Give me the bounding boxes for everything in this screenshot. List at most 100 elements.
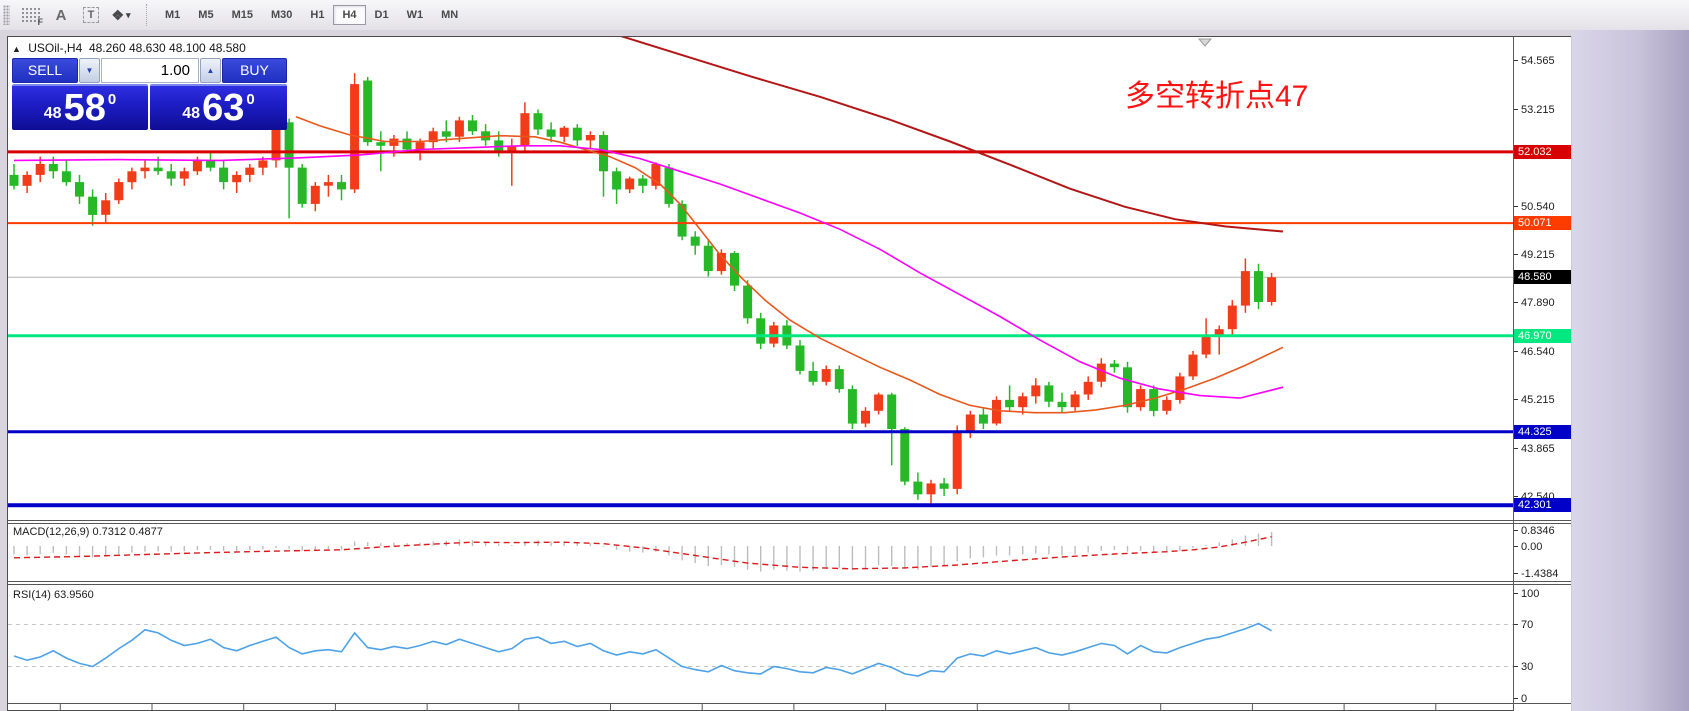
candle-body [192, 160, 202, 172]
price-tick: 46.540 [1514, 345, 1555, 358]
chart-text-annotation[interactable]: 多空转折点47 [1125, 80, 1309, 113]
candle-body [350, 84, 360, 190]
candle-body [363, 80, 373, 143]
candle-body [245, 167, 255, 175]
timeframe-mn[interactable]: MN [441, 9, 459, 21]
candle-body [1267, 277, 1277, 302]
timeframe-m30[interactable]: M30 [270, 9, 293, 21]
candle-body [206, 160, 215, 168]
timeframe-h1[interactable]: H1 [310, 9, 325, 21]
panel-separator[interactable] [8, 581, 1571, 582]
macd-scale-tick: 0.00 [1514, 540, 1542, 553]
candle-body [153, 167, 163, 172]
candle-body [127, 171, 137, 183]
collapse-arrow-icon[interactable]: ▲ [12, 44, 21, 54]
candle-body [1109, 363, 1119, 368]
slow-darkred-ma-line [620, 37, 1284, 233]
candle-body [428, 131, 438, 143]
candle-body [1123, 367, 1132, 408]
candle-body [795, 345, 805, 371]
candle-body [703, 245, 713, 272]
candle-body [376, 142, 386, 146]
arrows-shapes-icon[interactable]: ❖ ▾ [111, 6, 131, 23]
candle-body [965, 414, 975, 433]
price-level-badge: 42.301 [1514, 498, 1571, 512]
volume-decrease-button[interactable]: ▼ [79, 58, 100, 83]
symbol-header: ▲ USOil-,H4 48.260 48.630 48.100 48.580 [12, 41, 246, 55]
candle-body [1227, 305, 1237, 330]
timeframe-m5[interactable]: M5 [198, 9, 214, 21]
text-label-icon[interactable]: A [55, 6, 67, 24]
candle-body [572, 127, 582, 141]
candle-body [271, 122, 281, 161]
candle-body [114, 182, 124, 201]
candle-body [625, 178, 635, 190]
sell-button[interactable]: SELL [12, 58, 78, 83]
fast-orange-ma-line [295, 116, 1284, 414]
candle-body [481, 131, 491, 141]
candle-body [887, 394, 897, 429]
buy-price-integer: 48 [182, 105, 201, 122]
symbol-name: USOil-,H4 [28, 41, 83, 55]
candle-body [1175, 376, 1185, 400]
candle-body [834, 369, 844, 390]
candle-body [9, 174, 19, 186]
toolbar-drag-handle[interactable] [3, 5, 10, 25]
rsi-scale-tick: 100 [1514, 587, 1539, 600]
candle-body [1149, 389, 1159, 411]
timeframe-m15[interactable]: M15 [231, 9, 253, 21]
candle-body [22, 174, 32, 186]
candle-body [402, 138, 412, 150]
buy-price-main: 63 [202, 87, 245, 129]
panel-separator[interactable] [8, 520, 1571, 521]
buy-price-button[interactable]: 48 63 0 [150, 84, 287, 130]
timeframe-d1[interactable]: D1 [374, 9, 389, 21]
volume-increase-button[interactable]: ▲ [200, 58, 221, 83]
panel-separator[interactable] [8, 584, 1571, 585]
price-scale[interactable]: 54.565 53.215 50.540 49.215 47.890 46.540 45.2… [1513, 37, 1571, 711]
volume-input[interactable] [101, 58, 199, 83]
chart-shift-icon[interactable]: F [19, 4, 43, 27]
price-level-badge: 48.580 [1514, 270, 1571, 284]
candle-body [1031, 385, 1041, 397]
scroll-marker-icon [1197, 38, 1213, 47]
chart-svg[interactable] [8, 37, 1513, 711]
candle-body [75, 182, 84, 197]
candle-body [1201, 336, 1211, 355]
timeframe-w1[interactable]: W1 [406, 9, 424, 21]
rsi-scale-tick: 70 [1514, 618, 1533, 631]
rsi-scale-tick: 0 [1514, 692, 1527, 705]
buy-price-point: 0 [246, 91, 255, 108]
candle-body [821, 369, 831, 382]
buy-button[interactable]: BUY [222, 58, 287, 83]
rsi-scale-tick: 30 [1514, 660, 1533, 673]
candle-body [808, 370, 818, 382]
grid-icon: F [21, 7, 43, 27]
candle-body [1005, 399, 1015, 408]
candle-body [638, 178, 648, 186]
timeframe-h4[interactable]: H4 [333, 5, 366, 25]
candle-body [232, 174, 242, 183]
panel-separator[interactable] [8, 703, 1571, 704]
candle-body [978, 414, 988, 424]
text-box-icon[interactable]: T [79, 4, 103, 26]
macd-signal-line [13, 536, 1272, 570]
candle-body [88, 196, 98, 215]
mid-magenta-ma-line [13, 145, 1284, 399]
candle-body [337, 182, 346, 190]
rsi-line [13, 622, 1272, 677]
candle-body [952, 432, 962, 489]
timeframe-m1[interactable]: M1 [165, 9, 181, 21]
candle-body [900, 429, 910, 482]
candle-body [454, 120, 464, 137]
sell-price-button[interactable]: 48 58 0 [12, 84, 148, 130]
panel-separator[interactable] [8, 523, 1571, 524]
candle-body [992, 399, 1001, 424]
candle-body [847, 389, 857, 424]
chart-window [7, 36, 1571, 711]
candle-body [612, 171, 622, 190]
candle-body [1214, 329, 1224, 337]
candle-body [48, 164, 58, 172]
candle-body [1083, 381, 1093, 395]
candle-body [166, 171, 176, 179]
